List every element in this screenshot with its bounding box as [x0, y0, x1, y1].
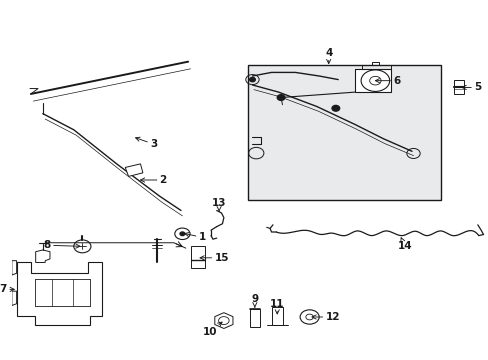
Bar [249, 309, 259, 327]
Text: 7: 7 [0, 284, 14, 294]
Text: 5: 5 [461, 82, 480, 93]
Text: 10: 10 [202, 322, 222, 337]
Text: 9: 9 [251, 294, 258, 307]
Circle shape [180, 232, 184, 235]
Polygon shape [12, 261, 17, 275]
Text: 3: 3 [135, 137, 157, 149]
Bar [190, 246, 204, 268]
Polygon shape [12, 291, 17, 306]
Text: 1: 1 [184, 232, 205, 242]
Bar [247, 65, 440, 200]
Circle shape [249, 77, 255, 82]
Polygon shape [125, 164, 142, 176]
Text: 12: 12 [311, 312, 339, 322]
Text: 2: 2 [140, 175, 166, 185]
Polygon shape [17, 262, 102, 325]
Bar [453, 80, 464, 94]
Circle shape [331, 105, 339, 111]
Bar [271, 307, 283, 325]
Text: 6: 6 [375, 76, 400, 86]
Text: 11: 11 [269, 299, 284, 314]
Text: 8: 8 [43, 240, 80, 250]
Text: 4: 4 [325, 48, 332, 64]
Text: 15: 15 [200, 253, 228, 263]
Polygon shape [36, 250, 50, 262]
Text: 13: 13 [211, 198, 226, 211]
Text: 14: 14 [397, 238, 411, 251]
Polygon shape [214, 313, 232, 328]
Circle shape [277, 95, 285, 100]
Bar [354, 69, 390, 92]
